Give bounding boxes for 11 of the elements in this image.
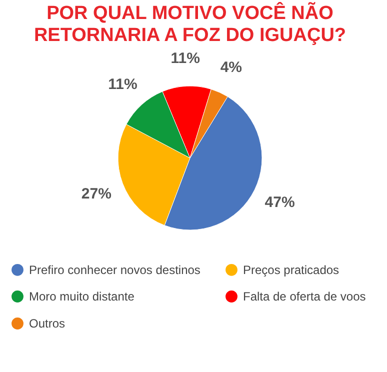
- legend-label: Preços praticados: [243, 262, 340, 277]
- data-label: 11%: [108, 76, 138, 94]
- data-label: 4%: [220, 58, 242, 76]
- legend-label: Moro muito distante: [29, 290, 135, 304]
- legend-label: Outros: [29, 316, 66, 330]
- data-label: 27%: [81, 185, 112, 202]
- chart-title: POR QUAL MOTIVO VOCÊ NÃO RETORNARIA A FOZ DO IGUAÇU?: [34, 1, 346, 46]
- data-label: 11%: [170, 50, 200, 68]
- data-label: 47%: [264, 194, 295, 212]
- legend-label: Prefiro conhecer novos destinos: [29, 262, 200, 277]
- legend-label: Falta de oferta de voos: [243, 290, 366, 304]
